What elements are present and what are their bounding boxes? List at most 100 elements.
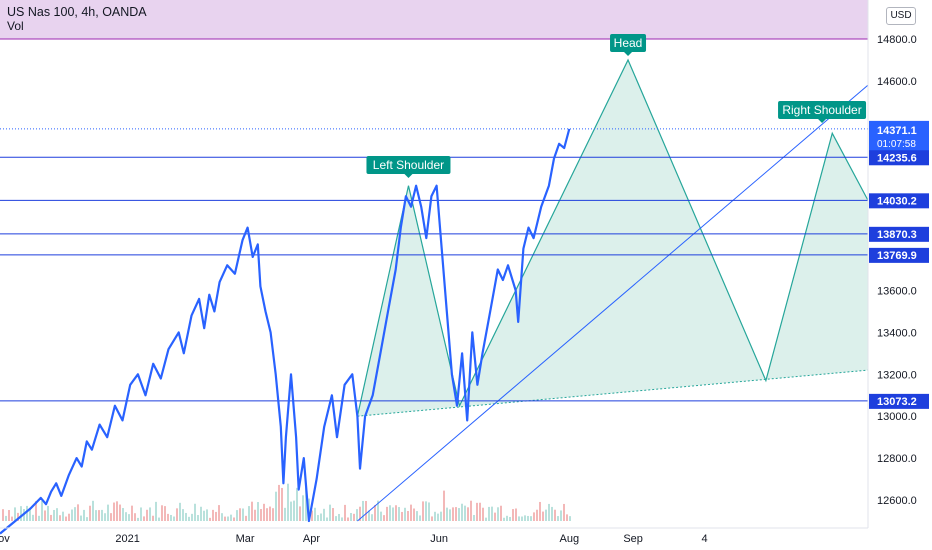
x-tick-label: Aug (560, 533, 580, 545)
volume-bar (392, 507, 394, 521)
volume-bar (281, 487, 283, 521)
volume-bar (425, 501, 427, 521)
volume-bar (494, 512, 496, 521)
countdown-label: 01:07:58 (877, 139, 916, 150)
volume-bar (236, 510, 238, 521)
volume-bar (77, 504, 79, 521)
volume-bar (167, 513, 169, 521)
volume-bar (566, 514, 568, 521)
volume-bar (374, 504, 376, 521)
volume-bar (179, 502, 181, 521)
volume-bar (8, 510, 10, 521)
volume-bar (431, 516, 433, 521)
annotation-label: Left Shoulder (373, 158, 444, 172)
current-price-label: 14371.1 (877, 125, 917, 137)
volume-bar (47, 505, 49, 521)
volume-bar (536, 509, 538, 521)
volume-bar (56, 508, 58, 521)
volume-bar (89, 505, 91, 521)
volume-bar (164, 506, 166, 521)
volume-bar (371, 514, 373, 521)
x-tick-label: Sep (623, 533, 643, 545)
volume-bar (551, 506, 553, 521)
x-tick-label: Apr (303, 533, 320, 545)
volume-bar (278, 484, 280, 521)
volume-bar (311, 510, 313, 521)
volume-bar (203, 510, 205, 521)
volume-bar (422, 501, 424, 521)
volume-bar (527, 515, 529, 521)
volume-bar (314, 507, 316, 521)
volume-bar (503, 517, 505, 521)
volume-bar (302, 495, 304, 521)
volume-bar (299, 506, 301, 521)
volume-bar (305, 486, 307, 521)
volume-bar (389, 505, 391, 521)
volume-indicator-label[interactable]: Vol (7, 19, 24, 33)
volume-bar (386, 506, 388, 521)
volume-bar (185, 512, 187, 521)
y-tick-label: 13600.0 (877, 285, 917, 297)
volume-bar (65, 516, 67, 521)
volume-bar (344, 504, 346, 521)
volume-bar (488, 506, 490, 521)
volume-bar (530, 516, 532, 521)
volume-bar (341, 517, 343, 521)
volume-bar (242, 508, 244, 521)
currency-button[interactable]: USD (886, 7, 916, 25)
volume-bar (74, 507, 76, 521)
volume-bar (263, 503, 265, 521)
x-tick-label: Jun (430, 533, 448, 545)
volume-bar (335, 516, 337, 521)
volume-bar (350, 512, 352, 521)
volume-bar (5, 515, 7, 521)
volume-bar (239, 508, 241, 521)
volume-bar (500, 505, 502, 521)
volume-bar (533, 512, 535, 521)
volume-bar (158, 517, 160, 521)
volume-bar (347, 517, 349, 521)
volume-bar (365, 500, 367, 521)
volume-bar (416, 511, 418, 521)
volume-bar (152, 515, 154, 521)
level-label: 13870.3 (877, 229, 917, 241)
level-label: 14235.6 (877, 152, 917, 164)
volume-bar (482, 507, 484, 521)
price-axis (868, 0, 932, 550)
volume-bar (224, 516, 226, 521)
volume-bar (191, 513, 193, 521)
volume-bar (86, 517, 88, 521)
volume-bar (554, 509, 556, 521)
volume-bar (62, 511, 64, 521)
volume-bar (227, 516, 229, 521)
volume-bar (137, 517, 139, 521)
volume-bar (332, 508, 334, 521)
volume-bar (95, 510, 97, 521)
volume-bar (284, 507, 286, 521)
volume-bar (41, 500, 43, 521)
volume-bar (362, 500, 364, 521)
volume-bar (506, 515, 508, 521)
volume-bar (512, 509, 514, 521)
volume-bar (20, 506, 22, 521)
volume-bar (518, 516, 520, 521)
annotation-label: Head (614, 36, 643, 50)
volume-bar (233, 517, 235, 521)
annotation-pointer (404, 174, 413, 178)
volume-bar (176, 508, 178, 521)
pattern-outline (356, 58, 869, 417)
volume-bar (509, 516, 511, 521)
volume-bar (245, 515, 247, 521)
volume-bar (467, 507, 469, 521)
head-shoulder-area (357, 59, 868, 417)
volume-bar (359, 506, 361, 521)
volume-bar (32, 514, 34, 521)
volume-bar (11, 516, 13, 521)
volume-bar (443, 490, 445, 521)
symbol-title[interactable]: US Nas 100, 4h, OANDA (7, 5, 147, 19)
volume-bar (35, 501, 37, 521)
volume-bar (26, 505, 28, 521)
volume-bar (122, 508, 124, 521)
volume-bar (407, 510, 409, 521)
